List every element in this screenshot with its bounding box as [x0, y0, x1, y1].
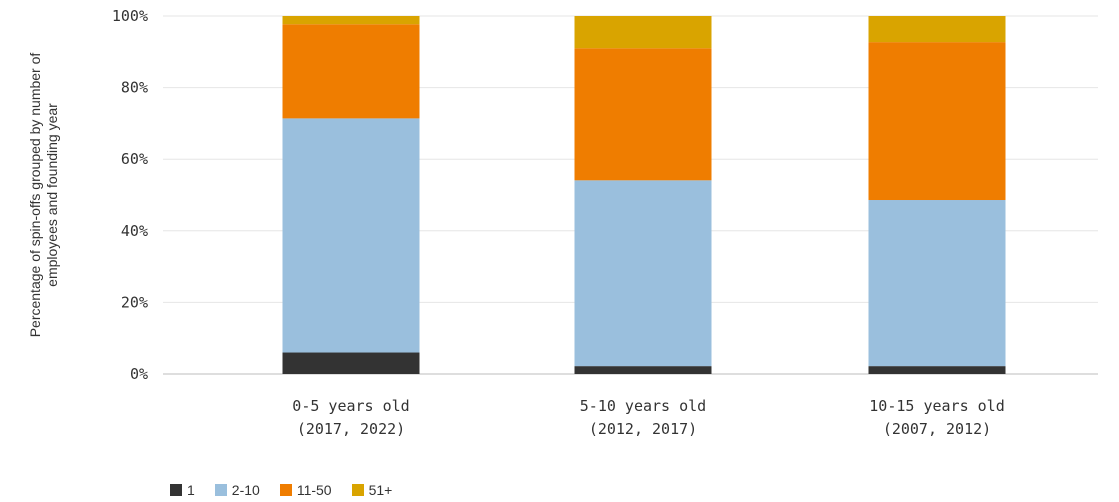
legend-label: 2-10 — [231, 482, 260, 498]
legend-item: 51+ — [351, 482, 393, 498]
legend-label: 11-50 — [296, 482, 332, 498]
bar-segment-51+ — [282, 16, 420, 25]
bar-segment-2-10 — [574, 180, 712, 367]
bar-segment-51+ — [574, 16, 712, 49]
legend-swatch — [279, 484, 292, 496]
y-tick-label: 20% — [121, 293, 148, 311]
y-tick-label: 80% — [121, 79, 148, 97]
y-tick-label: 0% — [130, 365, 148, 383]
legend-label: 1 — [187, 482, 195, 498]
y-tick-label: 40% — [121, 222, 148, 240]
legend-item: 2-10 — [214, 482, 260, 498]
legend-item: 11-50 — [279, 482, 332, 498]
bar-segment-2-10 — [868, 200, 1006, 367]
y-axis-title-line: Percentage of spin-offs grouped by numbe… — [27, 53, 43, 338]
y-tick-label: 60% — [121, 150, 148, 168]
x-category-label: (2007, 2012) — [883, 420, 991, 438]
legend-swatch — [170, 484, 182, 496]
legend-swatch — [351, 484, 364, 496]
y-tick-label: 100% — [112, 7, 148, 25]
bar-segment-51+ — [868, 16, 1006, 43]
bar-segment-11-50 — [574, 48, 712, 181]
bar-segment-11-50 — [282, 24, 420, 119]
bar-segment-1 — [868, 366, 1006, 374]
bar-segment-2-10 — [282, 118, 420, 353]
bar-segment-1 — [574, 366, 712, 374]
legend-item: 1 — [170, 482, 195, 498]
legend-swatch — [214, 484, 227, 496]
x-category-label: 10-15 years old — [869, 397, 1004, 415]
bar-segment-11-50 — [868, 42, 1006, 201]
legend-label: 51+ — [368, 482, 393, 498]
x-category-label: 0-5 years old — [292, 397, 409, 415]
legend: 1 2-10 11-50 51+ — [170, 482, 412, 498]
x-category-label: 5-10 years old — [580, 397, 706, 415]
bar-segment-1 — [282, 352, 420, 374]
y-axis-title-line: employees and founding year — [44, 103, 60, 287]
y-axis-title: Percentage of spin-offs grouped by numbe… — [27, 53, 60, 338]
x-category-label: (2012, 2017) — [589, 420, 697, 438]
x-category-label: (2017, 2022) — [297, 420, 405, 438]
